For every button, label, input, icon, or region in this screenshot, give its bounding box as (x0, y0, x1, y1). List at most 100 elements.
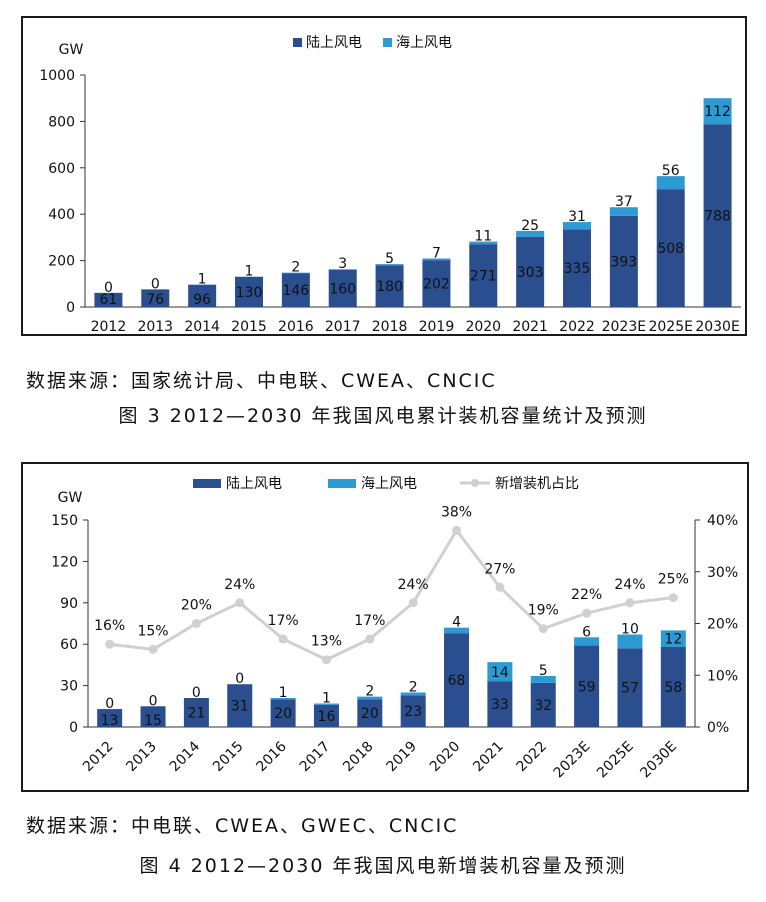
share-label: 38% (441, 504, 472, 520)
data-label-offshore: 37 (615, 194, 633, 210)
legend-label-offshore: 海上风电 (361, 476, 417, 492)
x-tick-label: 2013 (137, 319, 173, 334)
data-label-onshore: 33 (491, 697, 509, 713)
data-label-offshore: 6 (582, 624, 591, 640)
data-label-offshore: 0 (151, 276, 160, 292)
data-label-onshore: 21 (187, 706, 205, 722)
bar-offshore (469, 241, 498, 245)
bar-offshore (270, 698, 296, 700)
share-label: 24% (614, 577, 645, 593)
share-label: 24% (398, 577, 429, 593)
legend-marker-share (471, 479, 479, 487)
new-capacity-chart-svg: 陆上风电 海上风电 新增装机占比GW03060901201500%10%20%30%… (51, 476, 738, 782)
y2-tick-label: 30% (707, 565, 738, 581)
x-tick-label: 2030E (695, 319, 739, 334)
share-label: 27% (484, 561, 515, 577)
cumulative-chart-svg: 陆上风电 海上风电GW020040060080010006102012760201… (39, 35, 741, 334)
y-tick-label: 30 (60, 679, 78, 695)
bar-onshore (656, 189, 685, 307)
x-tick-label: 2022 (559, 319, 595, 334)
y2-tick-label: 20% (707, 617, 738, 633)
bar-onshore (375, 265, 404, 307)
y-tick-label: 1000 (39, 68, 75, 84)
x-tick-label: 2018 (372, 319, 408, 334)
bar-onshore (270, 699, 296, 727)
bar-onshore (188, 284, 217, 307)
data-label-onshore: 61 (100, 292, 118, 308)
bar-onshore (357, 699, 383, 727)
bar-onshore (400, 695, 426, 727)
share-label: 17% (268, 613, 299, 629)
x-tick-label: 2017 (297, 739, 334, 776)
chart1-source-note: 数据来源：国家统计局、中电联、CWEA、CNCIC (26, 370, 497, 392)
bar-onshore (140, 706, 166, 727)
share-label: 15% (137, 623, 168, 639)
x-tick-label: 2018 (340, 739, 377, 776)
data-label-onshore: 68 (448, 673, 466, 689)
x-tick-label: 2019 (383, 739, 420, 776)
bar-offshore (609, 207, 638, 216)
bar-offshore (530, 675, 556, 683)
x-tick-label: 2019 (419, 319, 455, 334)
share-label: 20% (181, 598, 212, 614)
y-axis-unit: GW (58, 490, 83, 506)
bar-onshore (328, 269, 357, 307)
data-label-onshore: 31 (231, 699, 249, 715)
bar-offshore (375, 264, 404, 266)
data-label-onshore: 57 (621, 681, 639, 697)
data-label-onshore: 20 (274, 706, 292, 722)
data-label-offshore: 3 (338, 256, 347, 272)
data-label-offshore: 12 (664, 632, 682, 648)
x-tick-label: 2014 (167, 738, 204, 775)
data-label-offshore: 5 (385, 251, 394, 267)
x-tick-label: 2023E (551, 739, 594, 782)
x-tick-label: 2014 (184, 319, 220, 334)
share-label: 22% (571, 587, 602, 603)
data-label-onshore: 202 (423, 277, 450, 293)
bar-onshore (313, 704, 339, 727)
x-tick-label: 2021 (512, 319, 548, 334)
bar-onshore (183, 698, 209, 727)
data-label-offshore: 5 (539, 663, 548, 679)
share-point (365, 634, 375, 644)
data-label-offshore: 25 (521, 218, 539, 234)
share-point (105, 639, 115, 649)
data-label-offshore: 4 (452, 615, 461, 631)
bar-offshore (328, 269, 357, 270)
bar-onshore (141, 289, 170, 307)
share-label: 24% (224, 577, 255, 593)
share-label: 13% (311, 634, 342, 650)
bar-offshore (563, 222, 591, 230)
x-tick-label: 2016 (278, 319, 314, 334)
y-tick-label: 0 (69, 720, 78, 736)
y-tick-label: 150 (51, 513, 78, 529)
data-label-offshore: 1 (279, 685, 288, 701)
x-tick-label: 2012 (91, 319, 127, 334)
data-label-offshore: 56 (662, 163, 680, 179)
data-label-onshore: 15 (144, 713, 162, 729)
x-tick-label: 2015 (231, 319, 267, 334)
data-label-offshore: 1 (198, 271, 207, 287)
data-label-offshore: 14 (491, 665, 509, 681)
legend-swatch-offshore (383, 38, 392, 47)
y-tick-label: 400 (48, 207, 75, 223)
bar-onshore (660, 646, 686, 727)
share-line (109, 528, 674, 662)
bar-offshore (444, 627, 470, 634)
bar-offshore (487, 662, 513, 682)
bar-onshore (444, 633, 470, 727)
bar-offshore (617, 634, 643, 649)
data-label-onshore: 271 (470, 269, 497, 285)
y-tick-label: 800 (48, 114, 75, 130)
bar-offshore (357, 696, 383, 700)
bar-onshore (530, 682, 556, 727)
data-label-offshore: 1 (245, 264, 254, 280)
share-label: 16% (94, 618, 125, 634)
data-label-offshore: 0 (105, 696, 114, 712)
new-capacity-chart: 陆上风电 海上风电 新增装机占比 GW 0 30 60 90 120 150 0% 10% 20% 30%… (21, 462, 749, 792)
x-tick-label: 2015 (210, 739, 247, 776)
legend-label-onshore: 陆上风电 (306, 35, 362, 51)
share-point (321, 655, 331, 665)
share-point (278, 634, 288, 644)
bar-onshore (94, 292, 123, 307)
